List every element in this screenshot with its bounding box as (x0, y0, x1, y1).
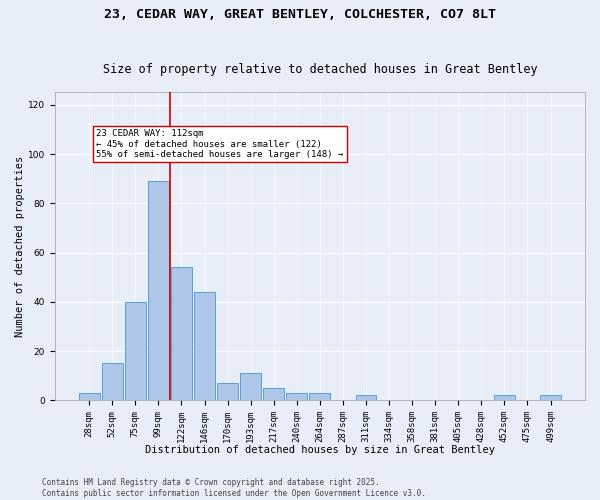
Bar (102, 364, 122, 400)
Bar (540, 396, 561, 400)
Text: Contains HM Land Registry data © Crown copyright and database right 2025.
Contai: Contains HM Land Registry data © Crown c… (42, 478, 426, 498)
Y-axis label: Number of detached properties: Number of detached properties (15, 156, 25, 337)
Bar (310, 393, 330, 400)
Bar (241, 373, 261, 400)
Title: Size of property relative to detached houses in Great Bentley: Size of property relative to detached ho… (103, 63, 537, 76)
Bar (356, 396, 376, 400)
X-axis label: Distribution of detached houses by size in Great Bentley: Distribution of detached houses by size … (145, 445, 495, 455)
Text: 23 CEDAR WAY: 112sqm
← 45% of detached houses are smaller (122)
55% of semi-deta: 23 CEDAR WAY: 112sqm ← 45% of detached h… (96, 130, 343, 159)
Bar (171, 268, 192, 400)
Bar (125, 302, 146, 400)
Bar (263, 388, 284, 400)
Bar (148, 181, 169, 400)
Bar (286, 393, 307, 400)
Text: 23, CEDAR WAY, GREAT BENTLEY, COLCHESTER, CO7 8LT: 23, CEDAR WAY, GREAT BENTLEY, COLCHESTER… (104, 8, 496, 20)
Bar (194, 292, 215, 400)
Bar (79, 393, 100, 400)
Bar (217, 383, 238, 400)
Bar (494, 396, 515, 400)
